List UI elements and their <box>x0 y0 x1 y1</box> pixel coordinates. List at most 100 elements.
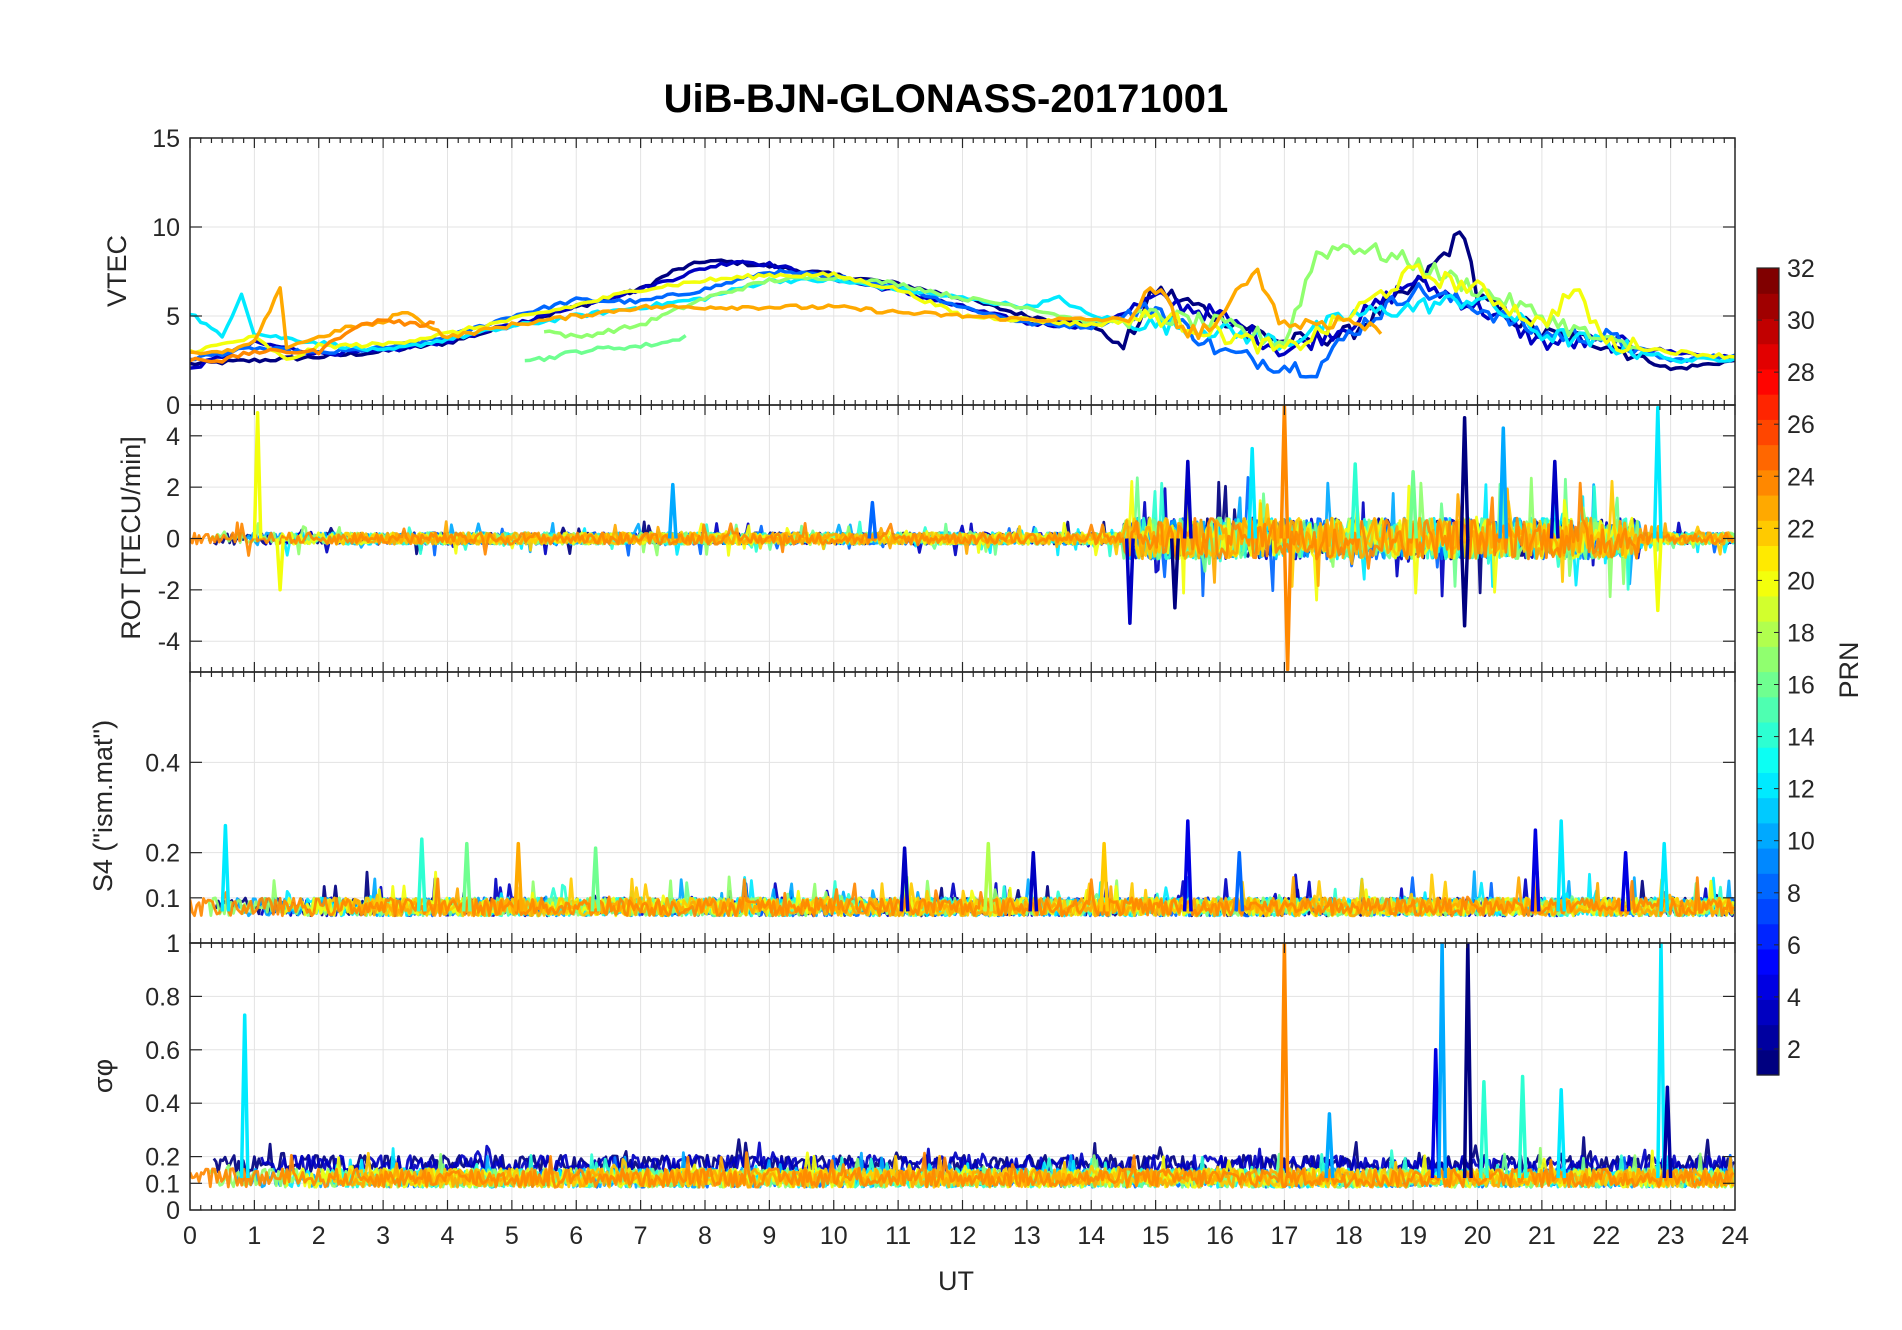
spike-prn-12 <box>1247 446 1258 539</box>
spike-prn-3 <box>1182 459 1193 539</box>
colorbar-swatch <box>1757 671 1779 698</box>
x-tick-label: 7 <box>634 1222 648 1250</box>
spike-prn-10 <box>667 482 678 539</box>
colorbar-tick-label: 28 <box>1787 359 1815 387</box>
y-tick-label: -2 <box>158 577 180 605</box>
y-tick-label: 0.8 <box>145 983 180 1011</box>
y-tick-label: 2 <box>166 474 180 502</box>
spike-prn-12 <box>239 1013 250 1179</box>
colorbar-tick-label: 16 <box>1787 672 1815 700</box>
colorbar-tick-label: 6 <box>1787 932 1801 960</box>
vtec-series-prn-16 <box>524 334 687 363</box>
series-group <box>190 943 1735 1189</box>
colorbar-swatch <box>1757 1049 1779 1076</box>
colorbar-swatch <box>1757 822 1779 849</box>
y-tick-label: 0.1 <box>145 1170 180 1198</box>
x-tick-label: 0 <box>183 1222 197 1250</box>
spike-prn-12 <box>1656 943 1666 1179</box>
x-tick-label: 3 <box>376 1222 390 1250</box>
x-tick-label: 18 <box>1335 1222 1363 1250</box>
x-tick-label: 8 <box>698 1222 712 1250</box>
x-tick-label: 23 <box>1657 1222 1685 1250</box>
colorbar-swatch <box>1757 293 1779 320</box>
y-tick-label: 0.2 <box>145 1144 180 1172</box>
colorbar-swatch <box>1757 772 1779 799</box>
spike-prn-20 <box>275 538 286 592</box>
spike-prn-12 <box>1659 841 1670 912</box>
spike-prn-20 <box>1652 538 1663 613</box>
x-tick-label: 9 <box>762 1222 776 1250</box>
colorbar-tick-label: 30 <box>1787 307 1815 335</box>
spike-prn-14 <box>1517 1074 1528 1179</box>
x-tick-label: 12 <box>949 1222 977 1250</box>
spike-prn-14 <box>416 837 427 912</box>
series-prn-24 <box>190 1151 1735 1189</box>
y-axis-label: σφ <box>88 1059 118 1093</box>
spike-prn-10 <box>1324 1112 1335 1179</box>
x-tick-label: 22 <box>1592 1222 1620 1250</box>
colorbar-swatch <box>1757 898 1779 925</box>
colorbar-swatch <box>1757 520 1779 547</box>
panel-rot: -4 -2 0 2 4 ROT [TECU/min] <box>116 404 1736 673</box>
spike-prn-14 <box>1478 1080 1489 1179</box>
colorbar-swatch <box>1757 545 1779 572</box>
spike-prn-24 <box>1282 538 1293 672</box>
y-axis-label: VTEC <box>102 235 132 307</box>
colorbar-label: PRN <box>1834 641 1864 698</box>
x-tick-label: 16 <box>1206 1222 1234 1250</box>
colorbar-tick-label: 4 <box>1787 984 1801 1012</box>
x-tick-label: 5 <box>505 1222 519 1250</box>
spike-prn-1 <box>1169 538 1180 610</box>
spike-prn-16 <box>1408 470 1419 539</box>
spike-prn-3 <box>899 846 910 912</box>
y-tick-label: 0.2 <box>145 840 180 868</box>
colorbar-swatch <box>1757 974 1779 1000</box>
x-tick-label: 21 <box>1528 1222 1556 1250</box>
y-tick-label: 0 <box>166 1197 180 1225</box>
y-tick-label: 0.4 <box>145 1090 180 1118</box>
y-tick-label: 4 <box>166 423 180 451</box>
colorbar-swatch <box>1757 268 1779 294</box>
colorbar-swatch <box>1757 570 1779 597</box>
colorbar-box <box>1756 267 1780 1076</box>
colorbar-tick-label: 2 <box>1787 1036 1801 1064</box>
colorbar-swatch <box>1757 696 1779 723</box>
spike-prn-14 <box>1350 462 1361 539</box>
y-axis-label: ROT [TECU/min] <box>116 436 146 640</box>
x-tick-label: 13 <box>1013 1222 1041 1250</box>
colorbar-tick-label: 26 <box>1787 411 1815 439</box>
colorbar-swatch <box>1757 721 1779 748</box>
series-group <box>190 405 1735 672</box>
colorbar-swatch <box>1757 1024 1779 1051</box>
series-group <box>190 230 1735 379</box>
colorbar-swatch <box>1757 368 1779 395</box>
x-tick-label: 2 <box>312 1222 326 1250</box>
colorbar-swatch <box>1757 747 1779 773</box>
spike-prn-8 <box>867 500 878 539</box>
x-tick-label: 14 <box>1077 1222 1105 1250</box>
x-tick-label: 11 <box>885 1222 911 1250</box>
vtec-series-prn-17 <box>543 242 1639 351</box>
x-tick-label: 1 <box>247 1222 261 1250</box>
spike-prn-24 <box>1279 405 1290 539</box>
spike-prn-1 <box>1462 943 1473 1179</box>
spike-prn-4 <box>1620 850 1631 912</box>
y-tick-label: 0 <box>166 392 180 420</box>
x-tick-label: 19 <box>1399 1222 1427 1250</box>
spike-prn-4 <box>1530 828 1541 912</box>
x-axis-label: UT <box>938 1266 974 1296</box>
spike-prn-3 <box>1028 850 1039 912</box>
colorbar-tick-label: 18 <box>1787 619 1815 647</box>
y-tick-label: 0 <box>166 526 180 554</box>
colorbar-swatch <box>1757 444 1779 471</box>
y-tick-label: 0.1 <box>145 885 180 913</box>
panel-vtec: 0 5 10 15 VTEC <box>102 125 1736 420</box>
y-axis-label: S4 ("ism.mat") <box>88 720 118 892</box>
spike-prn-10 <box>1437 943 1448 1179</box>
chart-title: UiB-BJN-GLONASS-20171001 <box>664 77 1229 121</box>
colorbar-swatch <box>1757 923 1779 950</box>
x-tick-label: 4 <box>441 1222 455 1250</box>
spike-prn-12 <box>1652 405 1663 539</box>
